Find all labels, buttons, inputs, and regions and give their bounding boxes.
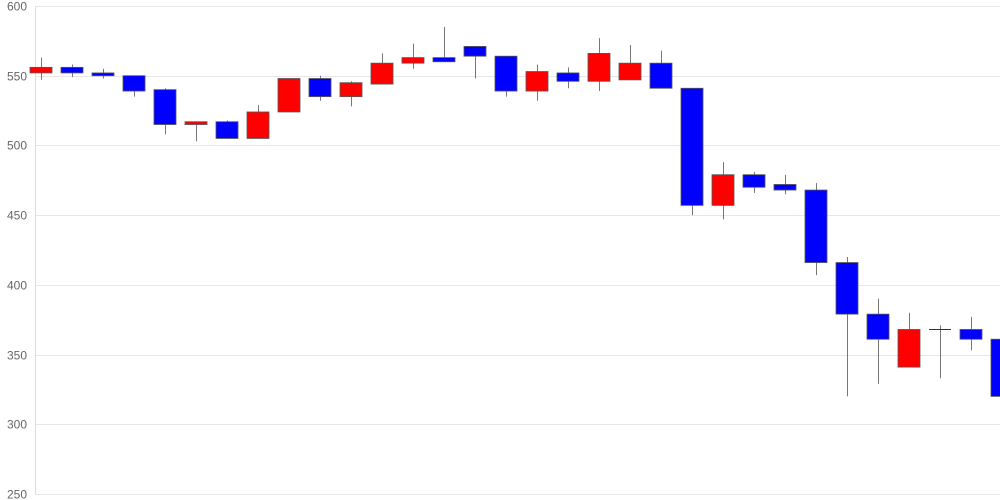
candle — [91, 68, 115, 79]
candle-body — [866, 313, 890, 340]
y-axis: 250 300 350 400 450 500 550 600 — [7, 0, 36, 500]
candle-body — [401, 57, 425, 64]
candle-body — [215, 121, 239, 139]
candle — [29, 57, 53, 80]
candle — [587, 38, 611, 92]
candles — [29, 26, 1000, 397]
candle — [556, 67, 580, 89]
candle-body — [742, 174, 766, 188]
candle — [246, 104, 270, 139]
candle — [277, 78, 301, 113]
candle — [153, 88, 177, 135]
y-tick-label: 450 — [7, 209, 27, 223]
candle — [370, 53, 394, 85]
y-tick-label: 400 — [7, 279, 27, 293]
candle-body — [463, 46, 487, 57]
candle-body — [277, 78, 301, 113]
candle — [929, 325, 951, 379]
candle — [866, 298, 890, 384]
candle — [308, 75, 332, 101]
candle-body — [370, 62, 394, 85]
candle-body — [680, 87, 704, 206]
candle-body — [618, 62, 642, 81]
candle — [649, 50, 673, 89]
candle-body — [804, 189, 828, 263]
candle-body — [711, 174, 735, 206]
candle-body — [184, 121, 208, 125]
candle-body — [959, 329, 983, 340]
candle-body — [556, 72, 580, 82]
gridlines — [35, 6, 1000, 495]
candle-body — [773, 184, 797, 191]
candle-body — [153, 89, 177, 125]
y-tick-label: 300 — [7, 418, 27, 432]
candle-body — [432, 57, 456, 63]
candle — [835, 256, 859, 397]
candle-body — [60, 66, 84, 74]
y-tick-label: 350 — [7, 349, 27, 363]
candle-body — [122, 75, 146, 92]
y-tick-label: 500 — [7, 139, 27, 153]
candle-body — [339, 82, 363, 98]
candle — [184, 121, 208, 142]
candle — [463, 46, 487, 79]
candle-body — [649, 62, 673, 89]
y-tick-label: 600 — [7, 0, 27, 14]
candle — [494, 55, 518, 97]
candle — [990, 338, 1000, 397]
candle-body — [308, 78, 332, 98]
candle-body — [91, 72, 115, 77]
candle — [401, 43, 425, 69]
candle — [60, 64, 84, 78]
candle — [122, 75, 146, 97]
candle — [339, 81, 363, 107]
candle — [742, 171, 766, 193]
candle-body — [494, 55, 518, 92]
y-tick-label: 250 — [7, 488, 27, 500]
candle-body — [990, 338, 1000, 397]
candle-body — [897, 329, 921, 368]
candle — [525, 64, 549, 101]
candle-body — [835, 262, 859, 315]
candle — [959, 316, 983, 351]
candle — [711, 162, 735, 220]
candle — [680, 87, 704, 216]
y-tick-label: 550 — [7, 70, 27, 84]
candle-body — [587, 53, 611, 82]
candle-body — [246, 111, 270, 139]
candle — [773, 174, 797, 195]
candle — [215, 120, 239, 139]
candle — [897, 312, 921, 368]
candle-body — [29, 66, 53, 74]
candle — [618, 45, 642, 81]
candle-body — [525, 71, 549, 92]
candle — [804, 183, 828, 276]
candle — [432, 26, 456, 63]
